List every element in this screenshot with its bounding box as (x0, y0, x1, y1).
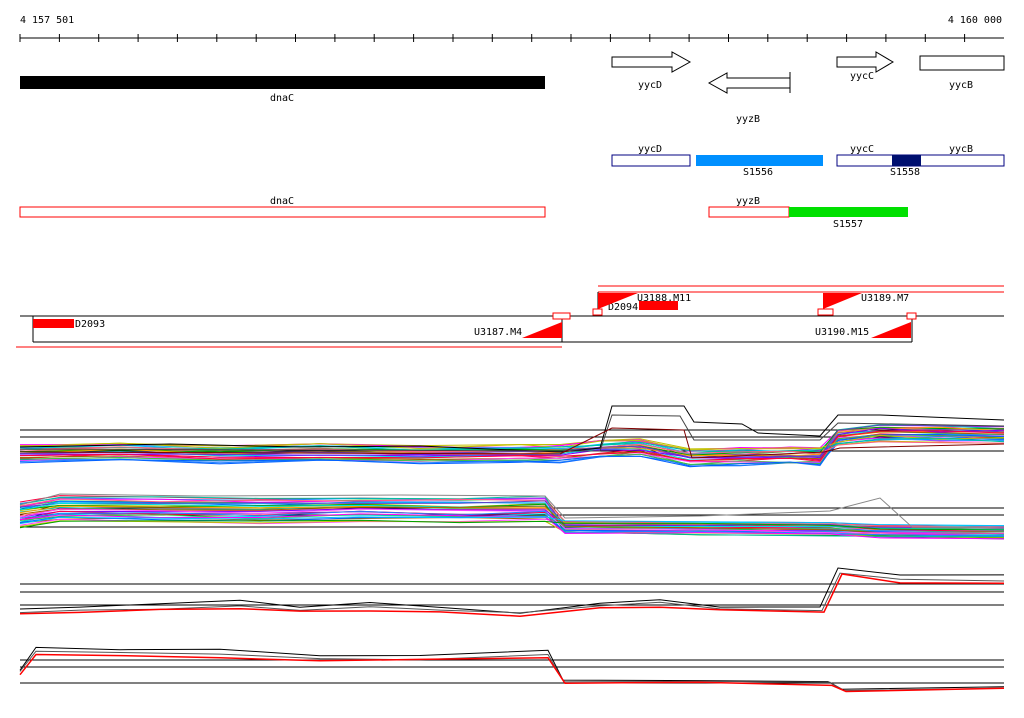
annotation-row-1: yycD S1556 yycC yycB S1558 (611, 144, 1005, 178)
gene-yycB[interactable] (919, 55, 1005, 71)
box-yycC-label: yycC (850, 144, 874, 155)
panel-2-trace (19, 508, 1005, 534)
segment-S1557-label: S1557 (833, 219, 863, 230)
feature-track: D2093 D2094 U3187.M4 U3188.M11 U3189.M7 … (16, 285, 1004, 348)
panel-1-trace (19, 405, 1005, 453)
coordinate-axis: 4 157 501 4 160 000 (19, 15, 1004, 42)
gene-yycB-label: yycB (949, 80, 973, 91)
box-dnaC-label: dnaC (270, 196, 294, 207)
panel-2-trace (19, 500, 1005, 530)
gene-yycD[interactable] (611, 51, 692, 73)
panel-1-trace (19, 434, 1005, 451)
panel-2-trace (19, 513, 1005, 540)
feature-U3189.M7[interactable] (823, 293, 862, 309)
panel-3-trace-red (19, 573, 1005, 617)
panel-1-trace (19, 414, 1005, 452)
panel-4-trace-gray (19, 650, 1005, 692)
panel-2-trace (19, 493, 1005, 529)
panel-2-trace (19, 510, 1005, 537)
panel-2-trace (19, 495, 1005, 537)
segment-S1558-label: S1558 (890, 167, 920, 178)
box-yycB-label: yycB (949, 144, 973, 155)
panel-2-trace (19, 519, 1005, 531)
feature-U3188.M11-label: U3188.M11 (637, 293, 691, 304)
segment-S1556[interactable] (696, 155, 823, 166)
box-yycD[interactable] (611, 154, 691, 167)
panel-1-trace (19, 441, 1005, 454)
gene-yyzB-label: yyzB (736, 114, 760, 125)
feature-D2094-label: D2094 (608, 302, 638, 313)
panel-2-trace (19, 505, 1005, 535)
panel-1-trace (19, 438, 1005, 450)
segment-S1558[interactable] (892, 155, 921, 166)
feature-U3188.M11[interactable] (598, 293, 638, 309)
gene-dnaC-label: dnaC (270, 93, 294, 104)
gene-yyzB[interactable] (707, 72, 791, 94)
feature-U3190.M15[interactable] (871, 322, 911, 338)
axis-ticks (19, 34, 966, 42)
expression-panels (19, 405, 1005, 693)
panel-1-trace (19, 433, 1005, 468)
panel-2-trace (19, 516, 1005, 527)
feature-U3190.M15-label: U3190.M15 (815, 327, 869, 338)
panel-1-trace (19, 430, 1005, 462)
gene-dnaC[interactable] (20, 76, 545, 89)
axis-start-label: 4 157 501 (20, 15, 74, 26)
feature-U3189.M7-label: U3189.M7 (861, 293, 909, 304)
box-yycD-label: yycD (638, 144, 662, 155)
box-yyzB[interactable] (708, 206, 790, 218)
panel-1-trace (20, 427, 1005, 460)
feature-D2093-label: D2093 (75, 319, 105, 330)
annotation-row-2: dnaC yyzB S1557 (19, 196, 908, 230)
panel-1-trace (19, 427, 1005, 459)
gene-yycC-label: yycC (850, 71, 874, 82)
panel-3-trace-gray (19, 572, 1005, 614)
box-dnaC[interactable] (19, 206, 546, 218)
feature-U3187.M4-label: U3187.M4 (474, 327, 522, 338)
panel-4-trace-red (19, 653, 1005, 693)
segment-S1557[interactable] (789, 207, 908, 217)
feature-D2094[interactable] (639, 301, 678, 310)
segment-S1556-label: S1556 (743, 167, 773, 178)
panel-1-trace (19, 434, 1005, 465)
axis-end-label: 4 160 000 (948, 15, 1002, 26)
gene-yycD-label: yycD (638, 80, 662, 91)
box-yyzB-label: yyzB (736, 196, 760, 207)
gene-track: dnaC yycD yyzB yycC yycB (20, 51, 1005, 125)
panel-2-trace (19, 498, 1005, 529)
gene-yycC[interactable] (836, 51, 894, 73)
feature-D2093[interactable] (33, 319, 74, 328)
feature-U3187.M4[interactable] (522, 322, 562, 338)
